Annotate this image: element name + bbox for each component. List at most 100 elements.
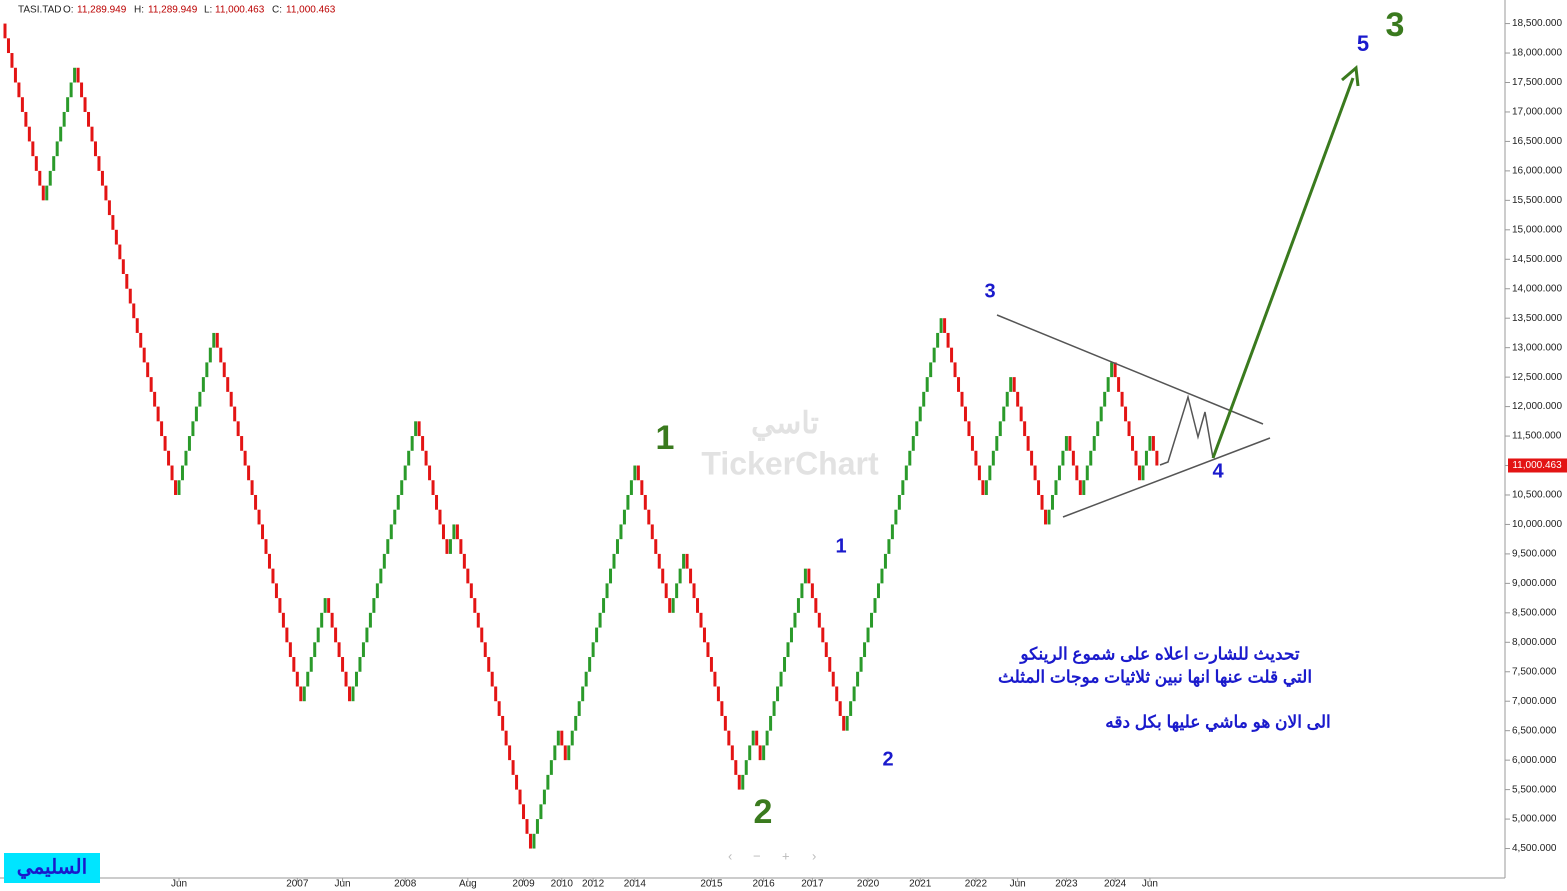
up-brick (1009, 377, 1013, 392)
up-brick (629, 480, 633, 495)
y-tick-label: 6,000.000 (1512, 755, 1557, 766)
down-brick (34, 156, 38, 171)
x-tick-label: Jun (1010, 879, 1026, 890)
down-brick (946, 332, 950, 348)
up-brick (212, 332, 216, 348)
up-brick (863, 642, 867, 658)
x-tick-label: 2024 (1104, 879, 1127, 890)
up-brick (542, 789, 546, 805)
up-brick (1099, 406, 1103, 422)
up-brick (612, 553, 616, 569)
up-brick (1050, 494, 1054, 510)
up-brick (309, 657, 313, 672)
x-tick-label: 2014 (624, 879, 647, 890)
down-brick (17, 82, 21, 98)
down-brick (709, 657, 713, 672)
x-tick-label: 2007 (286, 879, 309, 890)
y-tick-label: 9,000.000 (1512, 578, 1557, 589)
nav-controls: ‹ − + › (728, 848, 816, 863)
down-brick (278, 598, 282, 613)
down-brick (1030, 450, 1034, 466)
down-brick (835, 686, 839, 702)
up-brick (894, 509, 898, 525)
up-brick (849, 701, 853, 716)
down-brick (445, 539, 449, 554)
down-brick (1120, 391, 1124, 407)
down-brick (967, 421, 971, 437)
down-brick (121, 259, 125, 275)
up-brick (1057, 465, 1061, 481)
x-tick-label: Jun (1142, 879, 1158, 890)
down-brick (702, 627, 706, 643)
y-tick-label: 9,500.000 (1512, 549, 1557, 560)
up-brick (365, 627, 369, 643)
down-brick (229, 391, 233, 407)
y-tick-label: 18,500.000 (1512, 18, 1562, 29)
up-brick (1002, 406, 1006, 422)
up-brick (302, 686, 306, 702)
up-brick (605, 583, 609, 599)
up-brick (48, 170, 52, 186)
signature-box (4, 853, 100, 883)
down-brick (100, 170, 104, 186)
x-tick-label: Jun (171, 879, 187, 890)
down-brick (1044, 509, 1048, 525)
up-brick (880, 568, 884, 584)
down-brick (981, 480, 985, 495)
down-brick (807, 568, 811, 584)
up-brick (306, 671, 310, 687)
up-brick (546, 774, 550, 790)
down-brick (518, 789, 522, 805)
up-brick (368, 612, 372, 628)
x-tick-label: 2015 (700, 879, 723, 890)
up-brick (313, 642, 317, 658)
down-brick (758, 745, 762, 761)
down-brick (104, 185, 108, 201)
up-brick (929, 362, 933, 378)
down-brick (348, 686, 352, 702)
down-brick (1124, 406, 1128, 422)
down-brick (6, 38, 10, 54)
up-brick (375, 583, 379, 599)
wave-label: 4 (1212, 460, 1224, 482)
down-brick (240, 436, 244, 451)
y-tick-label: 17,000.000 (1512, 107, 1562, 118)
down-brick (487, 657, 491, 672)
down-brick (661, 568, 665, 584)
up-brick (796, 598, 800, 613)
x-tick-label: 2022 (965, 879, 988, 890)
nav-next[interactable]: › (812, 848, 816, 863)
up-brick (452, 524, 456, 540)
up-brick (762, 745, 766, 761)
down-brick (657, 553, 661, 569)
up-brick (633, 465, 637, 481)
down-brick (490, 671, 494, 687)
up-brick (741, 774, 745, 790)
up-brick (198, 391, 202, 407)
down-brick (494, 686, 498, 702)
down-brick (713, 671, 717, 687)
down-brick (1117, 377, 1121, 392)
down-brick (38, 170, 42, 186)
down-brick (473, 598, 477, 613)
signature: السليمي (17, 856, 87, 879)
bricks (3, 23, 1159, 849)
y-tick-label: 17,500.000 (1512, 77, 1562, 88)
down-brick (215, 332, 219, 348)
x-tick-label: 2016 (753, 879, 776, 890)
up-brick (1047, 509, 1051, 525)
nav-zoom-in[interactable]: + (782, 848, 790, 863)
up-brick (626, 494, 630, 510)
y-tick-label: 6,500.000 (1512, 725, 1557, 736)
down-brick (1023, 421, 1027, 437)
up-brick (793, 612, 797, 628)
nav-zoom-out[interactable]: − (753, 848, 761, 863)
down-brick (264, 539, 268, 554)
up-brick (393, 509, 397, 525)
nav-prev[interactable]: ‹ (728, 848, 732, 863)
down-brick (174, 480, 178, 495)
note: التي قلت عنها انها نبين ثلاثيات موجات ال… (998, 667, 1312, 687)
up-brick (382, 553, 386, 569)
down-brick (219, 347, 223, 363)
